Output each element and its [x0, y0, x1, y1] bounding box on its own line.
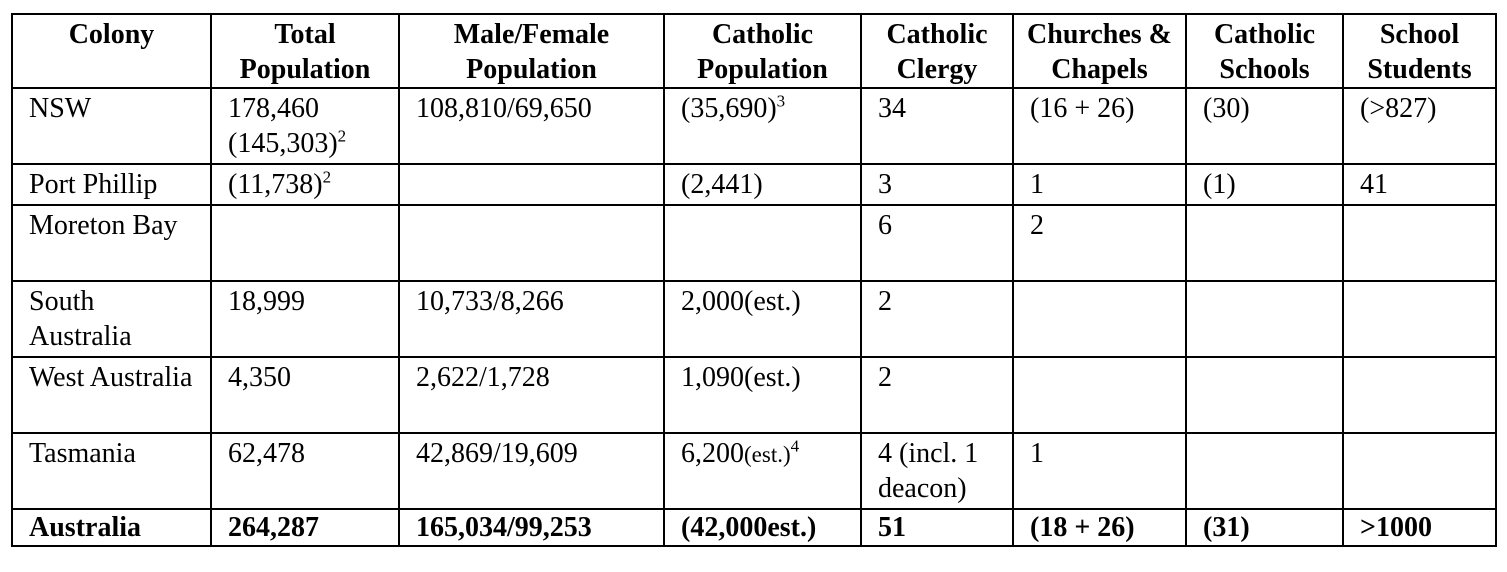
cell-churches: (16 + 26): [1012, 87, 1187, 165]
total-colony: Australia: [11, 508, 212, 547]
cell-clergy: 2: [860, 280, 1014, 358]
header-churches-chapels: Churches & Chapels: [1012, 13, 1187, 89]
cell-total-population: 18,999: [210, 280, 400, 358]
total-total-population: 264,287: [210, 508, 400, 547]
cell-churches: [1012, 280, 1187, 358]
cell-churches: 1: [1012, 432, 1187, 510]
estimate-marker: (est.): [744, 442, 791, 467]
header-row: Colony Total Population Male/Female Popu…: [11, 13, 1497, 89]
cell-schools: [1185, 204, 1344, 282]
cell-catholic-population: [663, 204, 862, 282]
cell-catholic-population: 6,200(est.)4: [663, 432, 862, 510]
header-school-students: School Students: [1342, 13, 1497, 89]
cell-schools: [1185, 432, 1344, 510]
catholic-population-value: 6,200: [681, 438, 744, 469]
cell-colony: Moreton Bay: [11, 204, 212, 282]
table-row: Port Phillip (11,738)2 (2,441) 3 1 (1) 4…: [11, 163, 1497, 206]
total-population-value: (11,738): [228, 169, 323, 200]
total-students: >1000: [1342, 508, 1497, 547]
cell-students: 41: [1342, 163, 1497, 206]
cell-churches: 2: [1012, 204, 1187, 282]
cell-colony: West Australia: [11, 356, 212, 434]
cell-total-population: 4,350: [210, 356, 400, 434]
cell-schools: [1185, 356, 1344, 434]
cell-total-population: [210, 204, 400, 282]
footnote-marker: 4: [790, 436, 800, 456]
cell-churches: 1: [1012, 163, 1187, 206]
cell-students: [1342, 204, 1497, 282]
cell-total-population: 178,460 (145,303)2: [210, 87, 400, 165]
cell-churches: [1012, 356, 1187, 434]
cell-male-female: 2,622/1,728: [398, 356, 665, 434]
cell-clergy: 6: [860, 204, 1014, 282]
footnote-marker: 2: [337, 126, 347, 146]
total-churches: (18 + 26): [1012, 508, 1187, 547]
total-schools: (31): [1185, 508, 1344, 547]
cell-total-population: 62,478: [210, 432, 400, 510]
cell-clergy: 34: [860, 87, 1014, 165]
table-row: Tasmania 62,478 42,869/19,609 6,200(est.…: [11, 432, 1497, 510]
total-catholic-population: (42,000est.): [663, 508, 862, 547]
table-row: Moreton Bay 6 2: [11, 204, 1497, 282]
cell-colony: South Australia: [11, 280, 212, 358]
cell-catholic-population: (35,690)3: [663, 87, 862, 165]
cell-colony: Tasmania: [11, 432, 212, 510]
cell-male-female: [398, 163, 665, 206]
cell-colony: Port Phillip: [11, 163, 212, 206]
header-colony: Colony: [11, 13, 212, 89]
cell-colony: NSW: [11, 87, 212, 165]
table-row: West Australia 4,350 2,622/1,728 1,090(e…: [11, 356, 1497, 434]
cell-male-female: [398, 204, 665, 282]
catholic-population-value: (35,690): [681, 93, 777, 124]
cell-catholic-population: 1,090(est.): [663, 356, 862, 434]
cell-catholic-population: (2,441): [663, 163, 862, 206]
total-male-female: 165,034/99,253: [398, 508, 665, 547]
cell-students: [1342, 432, 1497, 510]
footnote-marker: 2: [322, 167, 332, 187]
cell-students: (>827): [1342, 87, 1497, 165]
header-total-population: Total Population: [210, 13, 400, 89]
total-clergy: 51: [860, 508, 1014, 547]
header-catholic-population: Catholic Population: [663, 13, 862, 89]
cell-male-female: 42,869/19,609: [398, 432, 665, 510]
cell-clergy: 2: [860, 356, 1014, 434]
table-row: NSW 178,460 (145,303)2 108,810/69,650 (3…: [11, 87, 1497, 165]
header-catholic-schools: Catholic Schools: [1185, 13, 1344, 89]
cell-male-female: 10,733/8,266: [398, 280, 665, 358]
cell-students: [1342, 280, 1497, 358]
cell-schools: [1185, 280, 1344, 358]
cell-schools: (30): [1185, 87, 1344, 165]
cell-students: [1342, 356, 1497, 434]
header-male-female-population: Male/Female Population: [398, 13, 665, 89]
footnote-marker: 3: [776, 91, 786, 111]
total-row: Australia 264,287 165,034/99,253 (42,000…: [11, 508, 1497, 547]
cell-total-population: (11,738)2: [210, 163, 400, 206]
cell-male-female: 108,810/69,650: [398, 87, 665, 165]
header-catholic-clergy: Catholic Clergy: [860, 13, 1014, 89]
colony-statistics-table: Colony Total Population Male/Female Popu…: [11, 13, 1497, 547]
cell-schools: (1): [1185, 163, 1344, 206]
total-population-alt: (145,303): [228, 128, 338, 159]
cell-clergy: 4 (incl. 1 deacon): [860, 432, 1014, 510]
total-population-value: 178,460: [228, 93, 319, 124]
table-row: South Australia 18,999 10,733/8,266 2,00…: [11, 280, 1497, 358]
cell-clergy: 3: [860, 163, 1014, 206]
cell-catholic-population: 2,000(est.): [663, 280, 862, 358]
